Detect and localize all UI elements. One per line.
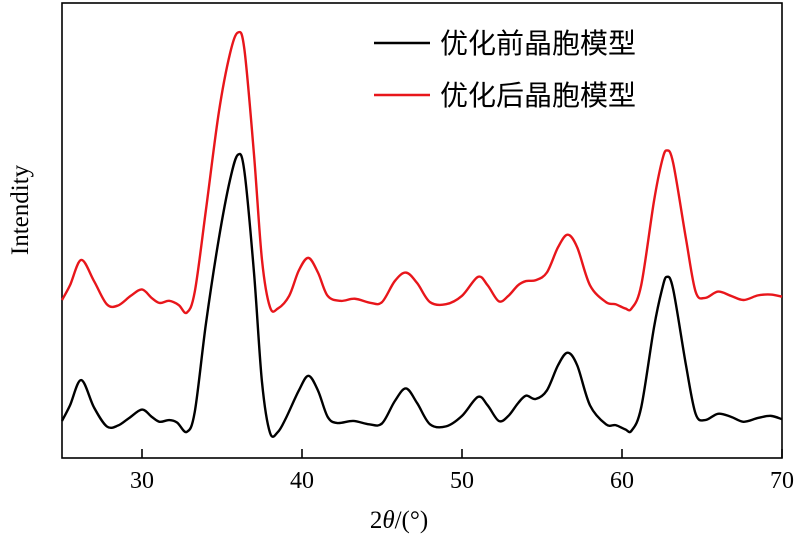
plot-frame	[61, 2, 783, 459]
series-layer	[60, 30, 783, 438]
x-tick-label-70: 70	[770, 468, 794, 494]
plot-area	[60, 2, 783, 459]
x-tick-label-30: 30	[130, 468, 154, 494]
legend-label-series-2: 优化后晶胞模型	[440, 79, 636, 112]
x-tick-label-50: 50	[450, 468, 474, 494]
y-axis-label: Intendity	[7, 164, 34, 255]
x-axis-label: 2θ/(°)	[370, 507, 428, 534]
x-tick-label-60: 60	[610, 468, 634, 494]
x-axis-tick-labels: 30 40 50 60 70	[130, 468, 794, 494]
legend-label-series-1: 优化前晶胞模型	[440, 27, 636, 60]
x-tick-label-40: 40	[290, 468, 314, 494]
series-line-2	[60, 30, 783, 315]
legend: 优化前晶胞模型 优化后晶胞模型	[374, 27, 636, 112]
series-line-1	[60, 152, 783, 438]
x-axis-ticks	[141, 449, 783, 458]
